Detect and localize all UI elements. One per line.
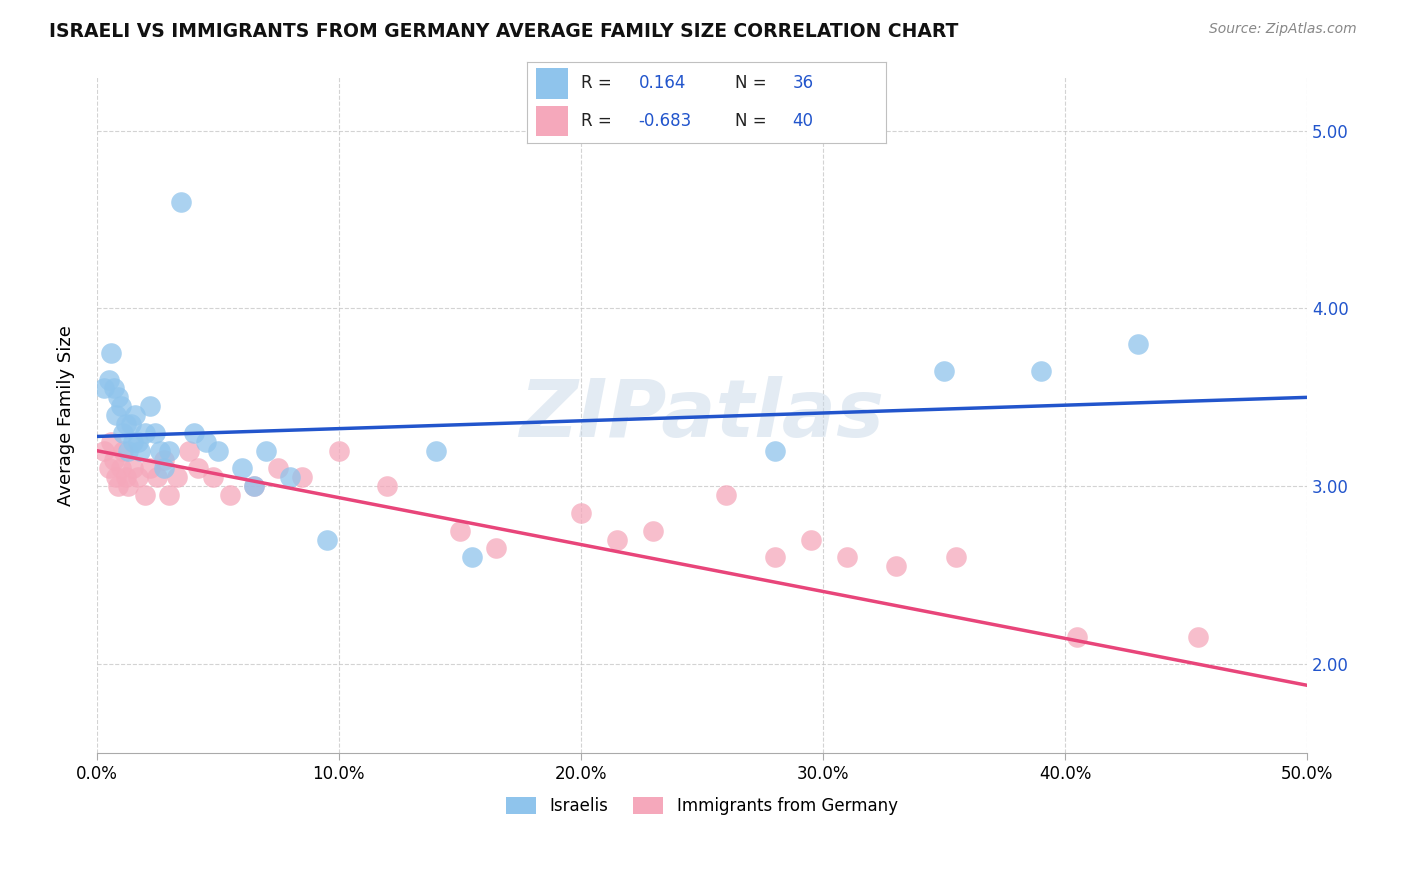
Point <box>763 443 786 458</box>
Point <box>569 506 592 520</box>
Point <box>218 488 240 502</box>
Point <box>129 443 152 458</box>
Bar <box>536 106 568 136</box>
Point <box>153 452 176 467</box>
Point <box>122 461 145 475</box>
Point <box>945 550 967 565</box>
Y-axis label: Average Family Size: Average Family Size <box>58 325 75 506</box>
Point <box>166 470 188 484</box>
Point <box>153 461 176 475</box>
Point <box>143 425 166 440</box>
Bar <box>536 68 568 99</box>
Point <box>425 443 447 458</box>
Point <box>183 425 205 440</box>
Legend: Israelis, Immigrants from Germany: Israelis, Immigrants from Germany <box>499 790 904 822</box>
Point <box>606 533 628 547</box>
Point <box>254 443 277 458</box>
Text: ZIPatlas: ZIPatlas <box>519 376 884 454</box>
Point <box>112 443 135 458</box>
Point <box>107 390 129 404</box>
Point <box>107 479 129 493</box>
Point <box>328 443 350 458</box>
Point <box>110 399 132 413</box>
Point <box>93 443 115 458</box>
Point <box>134 425 156 440</box>
Point <box>103 452 125 467</box>
Point <box>1029 364 1052 378</box>
Text: R =: R = <box>581 112 612 130</box>
Text: 40: 40 <box>793 112 814 130</box>
Point <box>117 443 139 458</box>
Point <box>110 461 132 475</box>
Point <box>114 470 136 484</box>
Point <box>134 488 156 502</box>
Point <box>100 434 122 449</box>
Point <box>243 479 266 493</box>
Point <box>100 346 122 360</box>
Point <box>375 479 398 493</box>
Point <box>1187 630 1209 644</box>
Point <box>201 470 224 484</box>
Point <box>157 488 180 502</box>
Point <box>124 408 146 422</box>
Point <box>112 425 135 440</box>
Point <box>177 443 200 458</box>
Point <box>127 434 149 449</box>
Point <box>280 470 302 484</box>
Point <box>117 479 139 493</box>
Text: Source: ZipAtlas.com: Source: ZipAtlas.com <box>1209 22 1357 37</box>
Point <box>461 550 484 565</box>
Point <box>194 434 217 449</box>
Point <box>267 461 290 475</box>
Point <box>643 524 665 538</box>
Point <box>884 559 907 574</box>
Point <box>120 417 142 431</box>
Text: N =: N = <box>735 74 766 92</box>
Text: 36: 36 <box>793 74 814 92</box>
Point <box>291 470 314 484</box>
Point <box>97 461 120 475</box>
Point <box>485 541 508 556</box>
Point <box>146 470 169 484</box>
Point <box>932 364 955 378</box>
Point <box>231 461 253 475</box>
Point <box>149 443 172 458</box>
Point <box>170 194 193 209</box>
Point <box>243 479 266 493</box>
Point <box>714 488 737 502</box>
Point <box>837 550 859 565</box>
Point <box>1126 337 1149 351</box>
Text: 0.164: 0.164 <box>638 74 686 92</box>
Point <box>114 417 136 431</box>
Point <box>139 399 162 413</box>
Text: -0.683: -0.683 <box>638 112 692 130</box>
Point <box>763 550 786 565</box>
Text: R =: R = <box>581 74 612 92</box>
Point <box>139 461 162 475</box>
Point <box>187 461 209 475</box>
Point <box>103 382 125 396</box>
Point <box>105 408 128 422</box>
Point <box>449 524 471 538</box>
Point <box>800 533 823 547</box>
Point <box>207 443 229 458</box>
Text: ISRAELI VS IMMIGRANTS FROM GERMANY AVERAGE FAMILY SIZE CORRELATION CHART: ISRAELI VS IMMIGRANTS FROM GERMANY AVERA… <box>49 22 959 41</box>
Point <box>105 470 128 484</box>
Point <box>122 434 145 449</box>
Point <box>97 373 120 387</box>
Point <box>127 470 149 484</box>
Point <box>315 533 337 547</box>
Point <box>1066 630 1088 644</box>
Text: N =: N = <box>735 112 766 130</box>
Point <box>157 443 180 458</box>
Point <box>93 382 115 396</box>
